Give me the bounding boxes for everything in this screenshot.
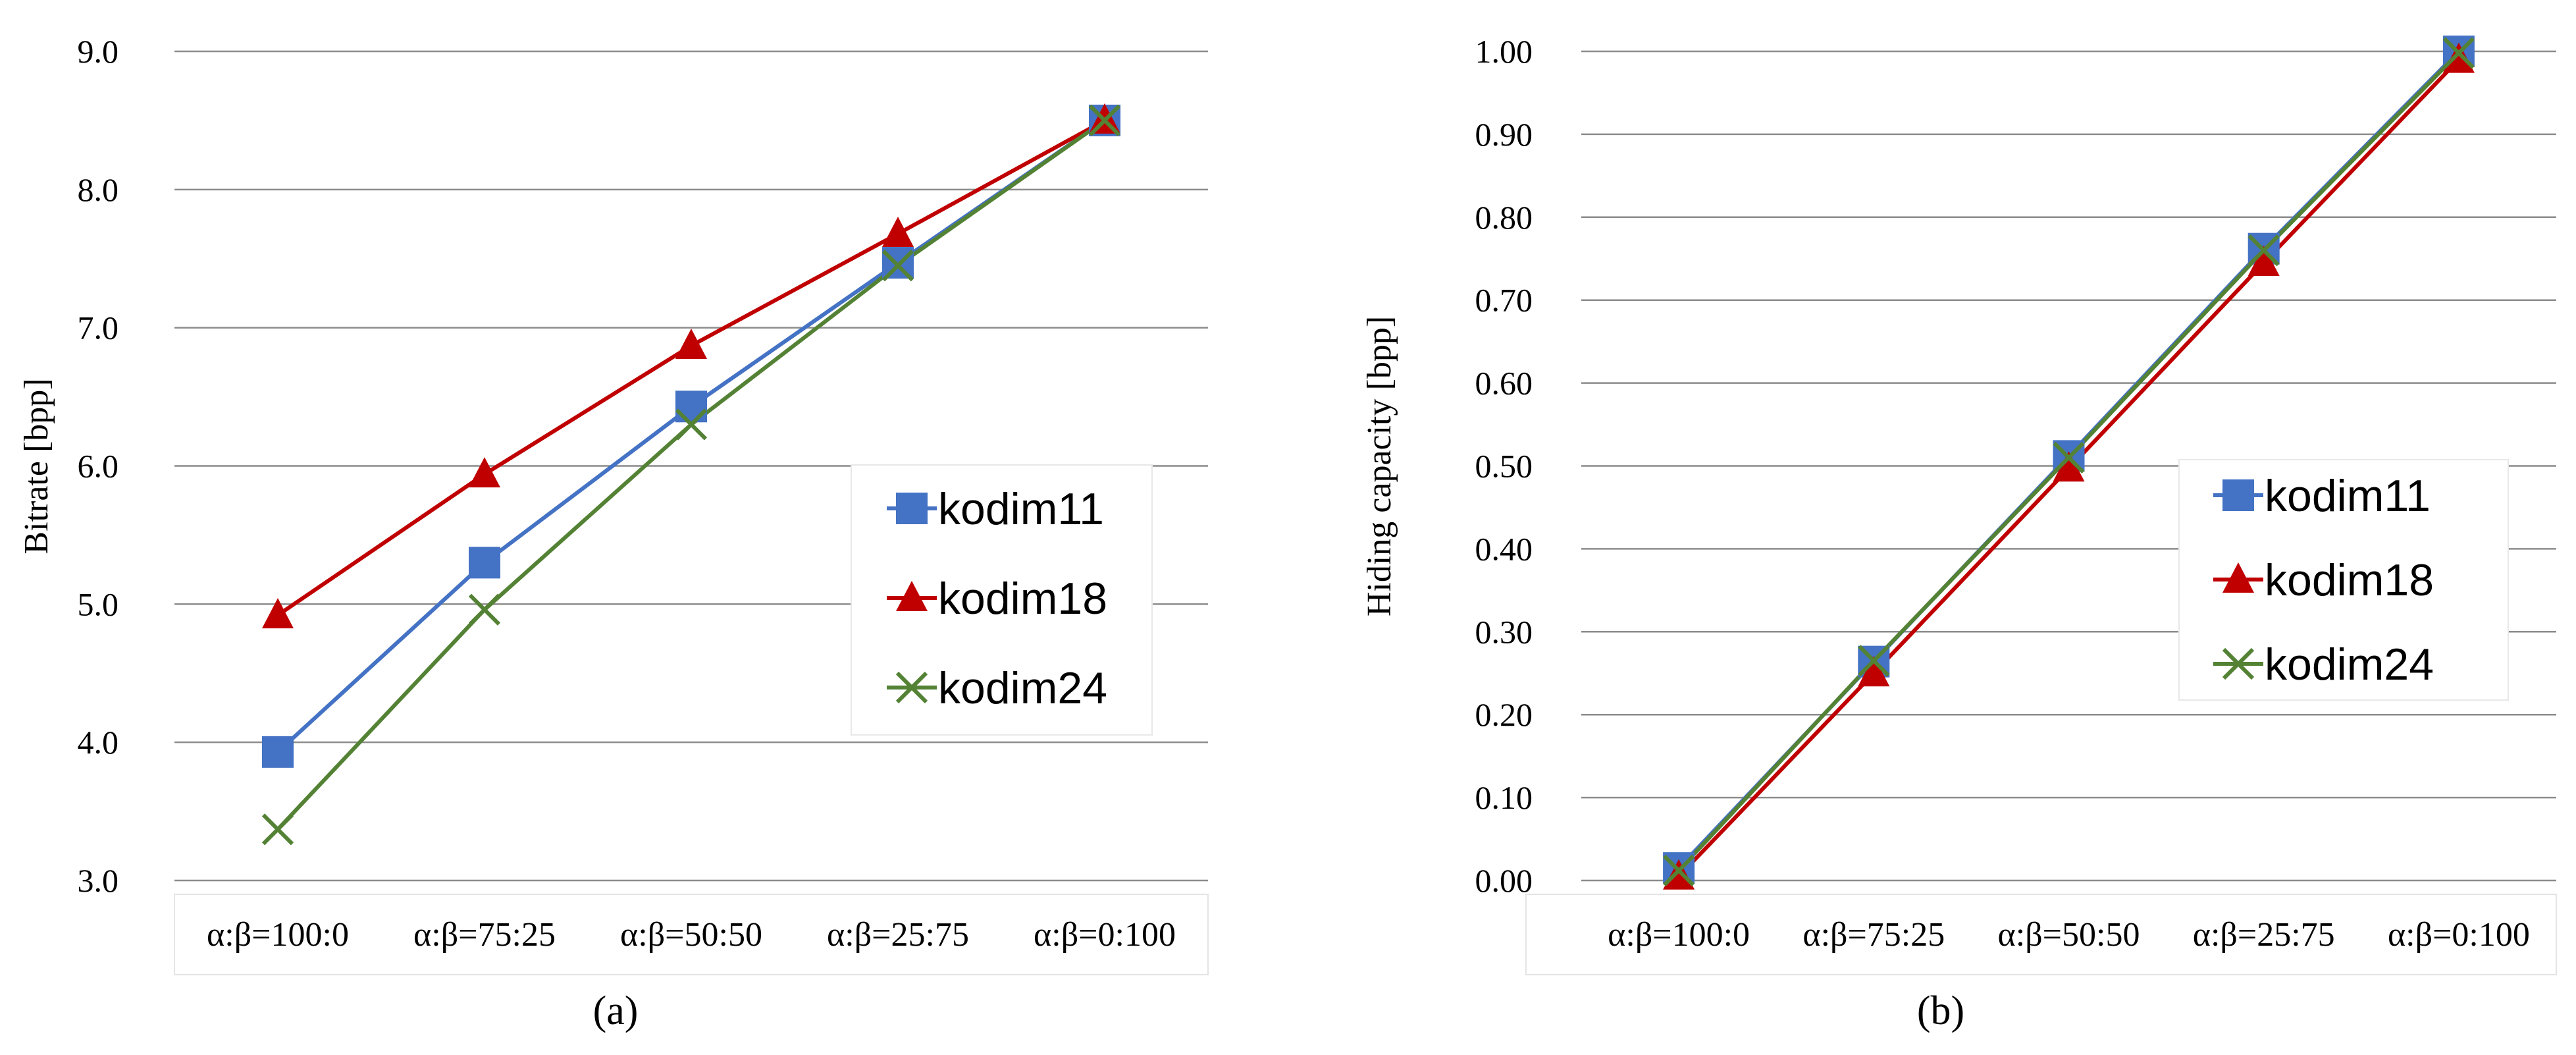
data-point-kodim24 [881, 250, 914, 282]
data-point-kodim11 [675, 391, 707, 423]
y-tick-label: 0.00 [1475, 862, 1533, 899]
category-axis-box [1525, 894, 2557, 975]
data-point-kodim24 [261, 813, 294, 846]
x-tick-label: α:β=100:0 [207, 916, 349, 954]
data-point-kodim24 [2442, 37, 2475, 69]
panel-a-chart: 3.0 4.0 5.0 6.0 7.0 8.0 9.0 α:β=100:0 α:β=75:25 α… [18, 33, 1209, 1033]
panel-label: (b) [1917, 988, 1964, 1033]
data-point-kodim18 [2442, 42, 2475, 73]
data-point-kodim24 [1662, 854, 1695, 887]
y-tick-label: 8.0 [78, 171, 119, 208]
x-tick-label: α:β=75:25 [413, 916, 556, 954]
data-point-kodim18 [262, 598, 294, 629]
y-tick-label: 0.70 [1475, 282, 1533, 319]
legend-entry: kodim11 [2265, 471, 2431, 521]
data-point-kodim18 [1663, 859, 1695, 890]
y-tick-label: 4.0 [78, 724, 119, 761]
data-point-kodim24 [468, 593, 501, 626]
panel-label: (a) [593, 988, 639, 1033]
y-tick-label: 3.0 [78, 862, 119, 899]
category-axis-box [174, 894, 1209, 975]
legend-marker-kodim24 [895, 671, 928, 704]
data-point-kodim24 [675, 408, 708, 441]
y-tick-label: 0.10 [1475, 779, 1533, 816]
data-point-kodim11 [469, 547, 500, 579]
legend-entry: kodim18 [938, 574, 1107, 624]
y-tick-label: 0.20 [1475, 696, 1533, 733]
y-tick-label: 6.0 [78, 448, 119, 485]
y-tick-label: 1.00 [1475, 33, 1533, 70]
data-point-kodim18 [469, 457, 500, 488]
y-tick-label: 5.0 [78, 585, 119, 622]
data-point-kodim24 [2247, 234, 2280, 267]
data-point-kodim18 [882, 216, 914, 247]
y-tick-label: 0.40 [1475, 530, 1533, 567]
y-tick-label: 0.50 [1475, 448, 1533, 485]
x-tick-label: α:β=75:25 [1802, 916, 1945, 954]
data-point-kodim18 [2247, 246, 2280, 277]
legend-entry: kodim24 [2265, 639, 2434, 690]
x-tick-label: α:β=0:100 [1034, 916, 1176, 954]
y-tick-label: 9.0 [78, 33, 119, 70]
x-tick-label: α:β=25:75 [2193, 916, 2335, 954]
panel-b-chart: 0.00 0.10 0.20 0.30 0.40 0.50 0.60 0.70 0.80 0.90… [1361, 33, 2557, 1033]
x-tick-label: α:β=50:50 [620, 916, 762, 954]
legend-entry: kodim11 [938, 484, 1104, 534]
y-tick-label: 0.60 [1475, 365, 1533, 402]
y-axis-label: Bitrate [bpp] [18, 378, 55, 554]
y-tick-label: 0.90 [1475, 116, 1533, 153]
legend-marker-kodim11 [896, 493, 928, 524]
y-axis-label: Hiding capacity [bpp] [1361, 316, 1398, 616]
y-tick-label: 0.80 [1475, 199, 1533, 236]
data-point-kodim24 [1858, 645, 1890, 677]
legend-marker-kodim24 [2222, 647, 2255, 680]
x-tick-label: α:β=0:100 [2388, 916, 2530, 954]
data-point-kodim18 [675, 328, 707, 359]
legend-entry: kodim18 [2265, 555, 2434, 605]
x-tick-label: α:β=50:50 [1998, 916, 2140, 954]
data-point-kodim11 [262, 736, 294, 768]
x-tick-label: α:β=25:75 [827, 916, 969, 954]
y-tick-label: 7.0 [78, 310, 119, 346]
legend-marker-kodim18 [2222, 562, 2254, 593]
x-tick-label: α:β=100:0 [1608, 916, 1750, 954]
legend-marker-kodim18 [896, 581, 928, 611]
data-point-kodim18 [2053, 451, 2085, 482]
data-point-kodim18 [1858, 656, 1890, 687]
legend-marker-kodim11 [2222, 479, 2254, 511]
data-point-kodim24 [2053, 441, 2085, 474]
y-tick-label: 0.30 [1475, 613, 1533, 650]
data-point-kodim24 [1088, 104, 1121, 137]
legend-entry: kodim24 [938, 663, 1107, 713]
